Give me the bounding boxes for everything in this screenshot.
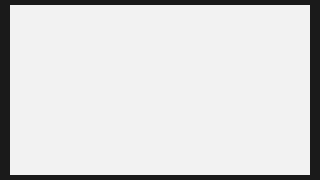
Text: The Pulmonary Function Test (PFT) is a widely utilized and rigorous
classificati: The Pulmonary Function Test (PFT) is a w…	[19, 131, 212, 166]
Text: Activate W
Go to Setti...: Activate W Go to Setti...	[284, 164, 308, 173]
Text: Spatio-Temporal Classification of Lung
Ventilation Patterns Using 3D EIT
Images:: Spatio-Temporal Classification of Lung V…	[45, 9, 275, 55]
Text: Abstract:: Abstract:	[19, 121, 52, 126]
